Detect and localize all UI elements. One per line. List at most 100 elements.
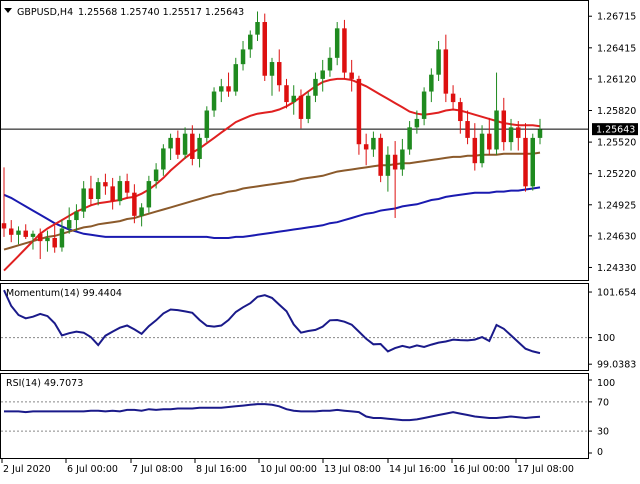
price-tick-label: 1.24630 <box>597 231 636 242</box>
candle <box>523 123 528 192</box>
candle-body <box>132 192 137 216</box>
candle-body <box>59 228 65 248</box>
candle <box>132 184 137 224</box>
candle-body <box>508 127 514 143</box>
candle <box>226 72 231 97</box>
candle-body <box>276 62 282 86</box>
candle <box>436 40 441 82</box>
rsi-tick-label: 0 <box>597 447 603 458</box>
candle-body <box>487 133 492 150</box>
candle-body <box>284 85 289 103</box>
price-tick-label: 1.26415 <box>597 43 636 54</box>
candle <box>153 163 159 189</box>
candle-body <box>305 95 311 119</box>
time-tick-label: 8 Jul 16:00 <box>196 464 247 475</box>
candle <box>276 49 282 92</box>
candle <box>248 30 253 58</box>
ohlc-readout: 1.25568 1.25740 1.25517 1.25643 <box>78 7 244 18</box>
price-tick-label: 1.25820 <box>597 106 636 117</box>
candle <box>508 118 514 151</box>
candle <box>407 121 412 155</box>
candle-body <box>248 34 253 50</box>
price-axis: 1.26715 1.26415 1.26120 1.25820 1.25520 1.252… <box>588 12 638 274</box>
candle-body <box>450 93 456 103</box>
candle <box>305 91 311 124</box>
candle <box>16 226 21 245</box>
candle-body <box>30 233 36 237</box>
candle <box>284 78 289 109</box>
candle <box>342 19 347 79</box>
time-axis: 2 Jul 2020 6 Jul 00:00 7 Jul 08:00 8 Jul 16… <box>1 459 574 475</box>
candle <box>400 138 405 176</box>
momentum-layer: 101.654 100 99.0383 <box>1 288 636 371</box>
candle <box>52 225 57 253</box>
candle-body <box>110 186 115 202</box>
candle-body <box>291 95 296 103</box>
candle <box>168 133 173 161</box>
collapse-triangle-icon[interactable] <box>4 8 12 13</box>
candle <box>88 175 94 206</box>
candle <box>146 175 152 213</box>
candle-body <box>262 22 268 76</box>
momentum-title: Momentum(14) 99.4404 <box>6 288 122 299</box>
candle-body <box>436 49 441 75</box>
time-tick-label: 2 Jul 2020 <box>3 464 51 475</box>
candle <box>59 220 65 252</box>
candle <box>458 97 463 134</box>
candle-body <box>414 118 420 128</box>
candle-body <box>161 148 166 170</box>
candle-body <box>219 86 224 92</box>
candle <box>537 118 543 145</box>
candle <box>211 87 217 117</box>
candle-body <box>523 137 528 187</box>
candle <box>269 57 275 96</box>
candle-body <box>327 57 333 71</box>
rsi-layer: 100 70 30 0 <box>1 378 615 458</box>
candle-body <box>530 137 536 187</box>
candle-body <box>8 228 14 235</box>
candle-body <box>233 64 239 92</box>
candle-body <box>269 62 275 76</box>
price-tick-label: 1.25220 <box>597 169 636 180</box>
candle <box>117 175 123 206</box>
candle-body <box>240 49 246 65</box>
rsi-line <box>4 403 541 422</box>
candle-body <box>81 188 86 212</box>
time-tick-label: 6 Jul 00:00 <box>67 464 118 475</box>
candle <box>501 97 507 151</box>
candle-body <box>190 133 195 159</box>
candle <box>421 87 427 126</box>
candle <box>472 123 478 171</box>
candle-body <box>501 110 507 143</box>
candle-body <box>211 91 217 111</box>
candle <box>219 78 224 103</box>
candle <box>103 173 108 195</box>
candle <box>233 57 239 96</box>
candle-body <box>363 144 369 150</box>
ma-long-line <box>3 186 541 239</box>
candle-body <box>349 72 354 79</box>
candle <box>30 230 36 250</box>
time-tick-label: 10 Jul 00:00 <box>260 464 317 475</box>
candle <box>81 181 86 218</box>
candle-body <box>153 169 159 182</box>
candle-body <box>88 188 94 199</box>
candle-body <box>117 181 123 202</box>
candle <box>74 204 79 231</box>
candle-body <box>204 110 210 138</box>
candle <box>414 110 420 134</box>
candle <box>465 110 470 145</box>
rsi-tick-label: 70 <box>597 397 609 408</box>
momentum-tick-label: 100 <box>597 333 615 344</box>
candle <box>8 220 14 243</box>
candle-body <box>385 154 391 176</box>
rsi-panel-frame <box>0 373 589 459</box>
candle <box>204 106 210 143</box>
candle <box>385 146 391 192</box>
moving-averages-layer <box>3 77 541 272</box>
candle-body <box>16 230 21 235</box>
candle <box>363 133 369 166</box>
candle-body <box>182 133 188 155</box>
candle <box>298 89 304 129</box>
